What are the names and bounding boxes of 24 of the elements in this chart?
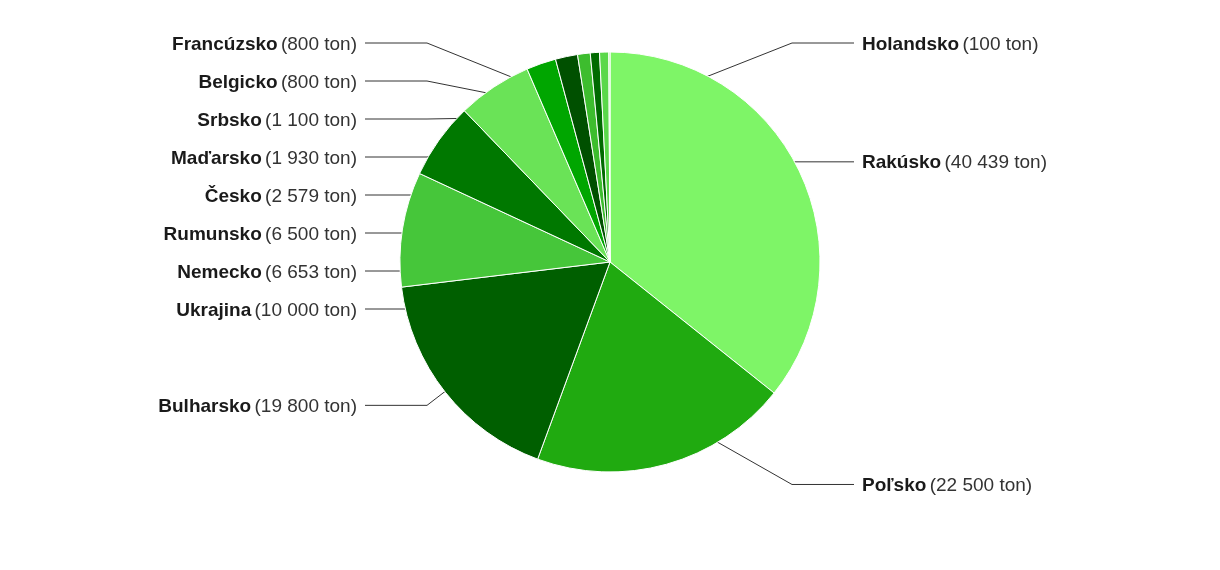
data-label: (22 500 ton) bbox=[929, 473, 1033, 495]
slice-label: Francúzsko bbox=[172, 32, 278, 54]
data-label: (40 439 ton) bbox=[944, 151, 1047, 173]
slice-label: Holandsko bbox=[862, 32, 960, 54]
data-label: (800 ton) bbox=[280, 32, 357, 54]
slice-label: Nemecko bbox=[177, 260, 262, 282]
slice-label: Srbsko bbox=[197, 108, 262, 130]
data-label: (6 653 ton) bbox=[265, 260, 357, 282]
slice-label: Rakúsko bbox=[862, 151, 942, 173]
data-label: (19 800 ton) bbox=[254, 394, 357, 416]
data-label: (10 000 ton) bbox=[254, 298, 357, 320]
slice-label: Ukrajina bbox=[176, 298, 252, 320]
slice-label: Rumunsko bbox=[163, 222, 262, 244]
data-label: (2 579 ton) bbox=[265, 184, 357, 206]
data-label: (1 930 ton) bbox=[265, 146, 357, 168]
data-label: (100 ton) bbox=[962, 32, 1039, 54]
data-label: (6 500 ton) bbox=[265, 222, 357, 244]
slice-label: Poľsko bbox=[862, 473, 927, 495]
slice-label: Belgicko bbox=[198, 70, 278, 92]
slice-label: Bulharsko bbox=[158, 394, 252, 416]
slice-label: Maďarsko bbox=[171, 146, 262, 168]
data-label: (800 ton) bbox=[280, 70, 357, 92]
data-label: (1 100 ton) bbox=[265, 108, 357, 130]
slice-label: Česko bbox=[204, 184, 262, 206]
